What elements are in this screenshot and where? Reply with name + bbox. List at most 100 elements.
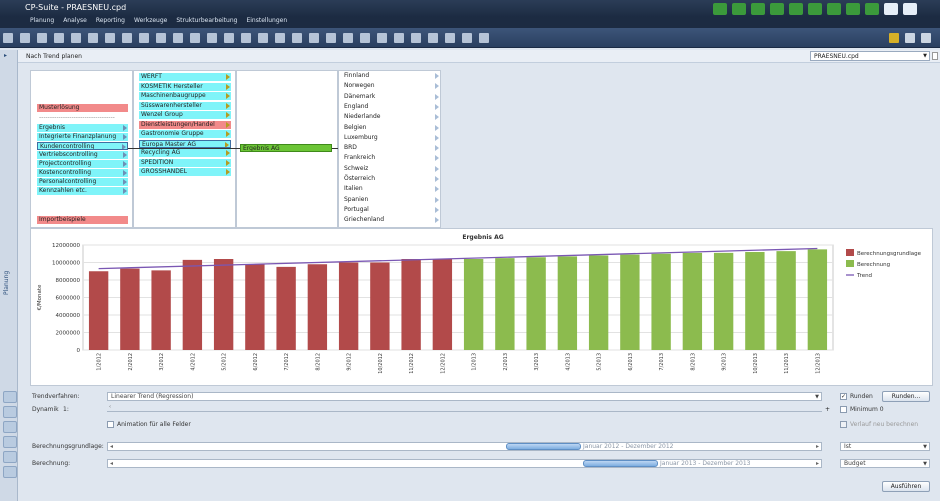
file-select[interactable]: PRAESNEU.cpd ▼ [810, 51, 930, 61]
country-item[interactable]: Griechenland [344, 215, 439, 225]
template-item[interactable]: Ergebnis [37, 124, 128, 132]
menu-item-4[interactable]: Strukturbearbeitung [176, 17, 238, 24]
exit-icon[interactable] [903, 3, 917, 15]
expand-arrow-icon[interactable] [226, 83, 230, 90]
company-item[interactable]: Süsswarenhersteller [139, 101, 231, 110]
expand-arrow-icon[interactable] [123, 152, 127, 158]
back-icon[interactable] [3, 33, 13, 43]
country-item[interactable]: Portugal [344, 205, 439, 215]
company-item[interactable]: Dienstleistungen/Handel [139, 120, 231, 129]
expand-arrow-icon[interactable] [226, 93, 230, 99]
expand-arrow-icon[interactable] [435, 103, 439, 110]
menu-item-1[interactable]: Analyse [63, 17, 87, 24]
expand-arrow-icon[interactable] [435, 217, 439, 224]
refresh-icon[interactable] [713, 3, 727, 15]
expand-arrow-icon[interactable] [123, 188, 127, 194]
expand-arrow-icon[interactable] [226, 121, 230, 128]
home-icon[interactable] [905, 33, 915, 43]
calc-range-slider[interactable]: ◂ Januar 2013 - Dezember 2013 ▸ [107, 459, 822, 468]
expand-arrow-icon[interactable] [226, 74, 230, 80]
tools-icon[interactable] [846, 3, 860, 15]
company-item[interactable]: Europa Master AG [139, 139, 231, 148]
table-icon[interactable] [122, 33, 132, 43]
pie-icon[interactable] [139, 33, 149, 43]
range-right-arrow-icon[interactable]: ▸ [815, 460, 819, 467]
template-item[interactable]: Kostencontrolling [37, 169, 128, 177]
window-restore-icon[interactable] [932, 52, 938, 60]
outdent-icon[interactable] [71, 33, 81, 43]
method-select[interactable]: Linearer Trend (Regression) ▼ [107, 392, 822, 401]
range-right-arrow-icon[interactable]: ▸ [815, 443, 819, 450]
settings-icon[interactable] [326, 33, 336, 43]
recalc-checkbox[interactable] [840, 421, 847, 428]
country-item[interactable]: Spanien [344, 195, 439, 205]
print-icon[interactable] [292, 33, 302, 43]
expand-arrow-icon[interactable] [226, 102, 230, 109]
country-item[interactable]: BRD [344, 143, 439, 153]
calc-icon[interactable] [445, 33, 455, 43]
template-item[interactable]: Kennzahlen etc. [37, 187, 128, 195]
company-item[interactable]: KOSMETIK Hersteller [139, 82, 231, 91]
menu-item-5[interactable]: Einstellungen [246, 17, 288, 24]
expand-arrow-icon[interactable] [435, 134, 439, 141]
company-item[interactable]: Maschinenbaugruppe [139, 92, 231, 100]
round-checkbox[interactable]: ✓ [840, 393, 847, 400]
template-item[interactable]: Integrierte Finanzplanung [37, 133, 128, 141]
card-icon[interactable] [3, 421, 17, 433]
calendar-icon[interactable] [827, 3, 841, 15]
list-icon[interactable] [37, 33, 47, 43]
expand-arrow-icon[interactable] [226, 112, 230, 118]
template-bottom[interactable]: Importbeispiele [37, 216, 128, 224]
paste-icon[interactable] [360, 33, 370, 43]
expand-arrow-icon[interactable] [435, 196, 439, 203]
template-top[interactable]: Musterlösung [37, 104, 128, 112]
expand-arrow-icon[interactable] [435, 73, 439, 79]
template-item[interactable]: Personalcontrolling [37, 178, 128, 186]
side-tab-planung[interactable]: Planung [3, 270, 10, 295]
expand-arrow-icon[interactable] [435, 206, 439, 213]
grid-icon[interactable] [88, 33, 98, 43]
preview-icon[interactable] [309, 33, 319, 43]
company-item[interactable]: SPEDITION [139, 158, 231, 167]
line-icon[interactable] [156, 33, 166, 43]
plan-icon[interactable] [207, 33, 217, 43]
country-item[interactable]: Schweiz [344, 164, 439, 174]
expand-arrow-icon[interactable] [435, 186, 439, 193]
country-item[interactable]: Niederlande [344, 112, 439, 122]
expand-arrow-icon[interactable] [123, 134, 127, 140]
forward-icon[interactable] [20, 33, 30, 43]
tools-icon[interactable] [3, 436, 17, 448]
menu-item-3[interactable]: Werkzeuge [133, 17, 168, 24]
expand-arrow-icon[interactable] [435, 93, 439, 100]
expand-arrow-icon[interactable] [435, 145, 439, 152]
expand-arrow-icon[interactable] [226, 131, 230, 137]
expand-arrow-icon[interactable] [435, 83, 439, 90]
indent-icon[interactable] [54, 33, 64, 43]
country-item[interactable]: Italien [344, 184, 439, 194]
range-left-arrow-icon[interactable]: ◂ [110, 460, 114, 467]
calendar-icon[interactable] [3, 391, 17, 403]
template-item[interactable]: Projectcontrolling [37, 160, 128, 168]
country-item[interactable]: Norwegen [344, 81, 439, 91]
country-item[interactable]: Belgien [344, 123, 439, 133]
company-item[interactable]: Gastronomie Gruppe [139, 130, 231, 138]
bar-icon[interactable] [173, 33, 183, 43]
template-item[interactable]: Kundencontrolling [37, 142, 128, 150]
base-range-slider[interactable]: ◂ Januar 2012 - Dezember 2012 ▸ [107, 442, 822, 451]
expand-arrow-icon[interactable] [226, 150, 230, 156]
expand-arrow-icon[interactable] [435, 114, 439, 121]
person-icon[interactable] [865, 3, 879, 15]
home-icon[interactable] [732, 3, 746, 15]
base-range-thumb[interactable] [506, 443, 581, 450]
round-button[interactable]: Runden... [882, 391, 930, 402]
country-item[interactable]: Luxemburg [344, 133, 439, 143]
help-icon[interactable] [462, 33, 472, 43]
company-item[interactable]: WERFT [139, 73, 231, 81]
tree-icon[interactable] [411, 33, 421, 43]
template-item[interactable]: Vertriebscontrolling [37, 151, 128, 159]
expand-arrow-icon[interactable] [226, 169, 230, 175]
country-item[interactable]: Österreich [344, 174, 439, 184]
sort-icon[interactable] [275, 33, 285, 43]
chart-icon[interactable] [105, 33, 115, 43]
dynamic-slider[interactable]: ‹ [107, 404, 822, 412]
